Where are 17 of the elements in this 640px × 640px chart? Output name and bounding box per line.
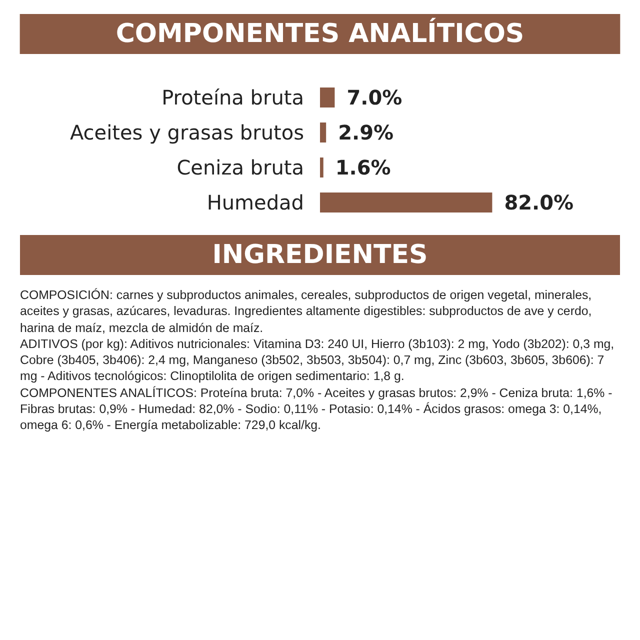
text: ADITIVOS (por kg): Aditivos nutricionales: Vitamina D3: 240 UI, Hierro (3b103): 2 mg, Yodo (3b202): 0,3 mg, Cobre (3b405, 3b406): 2,4 mg, Manganeso (3b502, 3b503, 3b504): 0,7 mg, Zinc (3b603, 3b605, 3b606): 7 mg - Aditivos tecnológicos: Clinoptilolita de origen sedimentario: 1,8 g. — [20, 336, 616, 385]
data-label: 2.9% — [338, 120, 394, 144]
y-tick-label: Aceites y grasas brutos — [70, 120, 304, 144]
data-label: 1.6% — [335, 156, 391, 180]
bar — [320, 192, 492, 212]
chart-title: COMPONENTES ANALÍTICOS — [116, 17, 524, 49]
y-tick-label: Humedad — [206, 190, 304, 214]
text: COMPOSICIÓN: carnes y subproductos animales, cereales, subproductos de origen vegetal, minerales, aceites y grasas, azúcares, levaduras. Ingredientes altamente digestibles: subproductos de ave y cerdo, harina de maíz, mezcla de almidón de maíz. — [20, 287, 593, 336]
bar — [320, 122, 326, 142]
data-label: 82.0% — [504, 190, 574, 214]
y-tick-label: Ceniza bruta — [176, 156, 304, 180]
text: INGREDIENTES — [20, 235, 620, 275]
y-tick-label: Proteína bruta — [162, 86, 304, 110]
data-label: 7.0% — [346, 86, 402, 110]
bar — [320, 158, 324, 178]
bar — [320, 88, 335, 108]
text: COMPONENTES ANALÍTICOS: Proteína bruta: 7,0% - Aceites y grasas brutos: 2,9% - Ceniza bruta: 1,6% - Fibras brutas: 0,9% - Humedad: 82,0% - Sodio: 0,11% - Potasio: 0,14% - Ácidos grasos: omega 3: 0,14%, omega 6: 0,6% - Energía metabolizable: 729,0 kcal/kg. — [20, 384, 614, 434]
